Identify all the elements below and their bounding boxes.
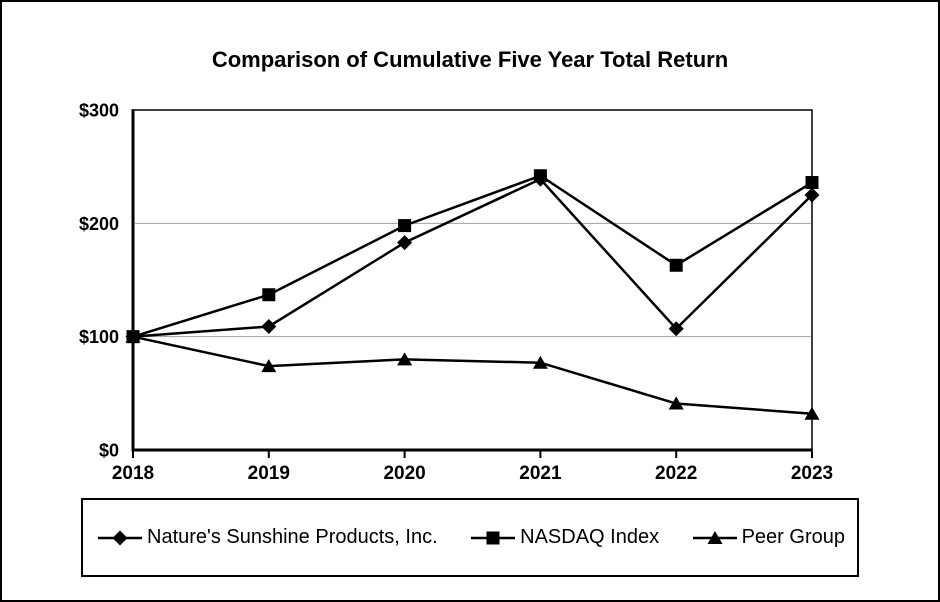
triangle-marker-icon <box>707 530 723 544</box>
triangle-legend-marker-icon <box>692 530 737 544</box>
square-marker-icon <box>805 176 819 190</box>
square-marker-icon <box>398 219 412 233</box>
x-tick-label: 2020 <box>383 463 425 484</box>
x-tick-label: 2022 <box>655 463 697 484</box>
chart-title: Comparison of Cumulative Five Year Total… <box>211 47 729 72</box>
x-tick-label: 2021 <box>519 463 562 484</box>
legend-label: Peer Group <box>741 526 845 548</box>
series-triangle <box>125 329 820 420</box>
triangle-marker-icon <box>804 406 820 420</box>
legend-label: Nature's Sunshine Products, Inc. <box>147 526 438 548</box>
plot-border <box>132 109 813 451</box>
series-diamond <box>125 171 820 345</box>
square-marker-icon <box>486 531 500 544</box>
square-marker-icon <box>126 330 140 344</box>
diamond-marker-icon <box>397 235 413 251</box>
legend-item-square: NASDAQ Index <box>471 526 659 549</box>
diamond-marker-icon <box>112 530 128 545</box>
legend-item-diamond: Nature's Sunshine Products, Inc. <box>98 526 438 549</box>
diamond-marker-icon <box>261 318 277 334</box>
series-line <box>132 174 813 338</box>
diamond-marker-icon <box>668 321 684 337</box>
series-line <box>132 177 813 338</box>
diamond-marker-icon <box>804 187 820 203</box>
x-tick-label: 2018 <box>112 463 154 484</box>
square-legend-marker-icon <box>471 531 516 544</box>
chart-legend: Nature's Sunshine Products, Inc. NASDAQ I… <box>81 498 859 577</box>
square-marker-icon <box>262 288 276 302</box>
square-marker-icon <box>669 258 683 272</box>
y-tick-label: $200 <box>79 214 119 234</box>
x-tick-label: 2019 <box>248 463 290 484</box>
triangle-marker-icon <box>668 396 684 410</box>
triangle-marker-icon <box>532 355 548 369</box>
series-line <box>132 335 813 415</box>
diamond-legend-marker-icon <box>98 530 142 545</box>
y-tick-label: $300 <box>79 101 119 121</box>
x-tick-label: 2023 <box>791 463 833 484</box>
triangle-marker-icon <box>397 352 413 366</box>
legend-item-triangle: Peer Group <box>692 526 845 549</box>
y-tick-label: $0 <box>99 441 119 461</box>
triangle-marker-icon <box>261 359 277 373</box>
y-tick-label: $100 <box>79 327 119 347</box>
series-square <box>126 169 819 344</box>
legend-label: NASDAQ Index <box>520 526 660 548</box>
square-marker-icon <box>533 169 547 183</box>
